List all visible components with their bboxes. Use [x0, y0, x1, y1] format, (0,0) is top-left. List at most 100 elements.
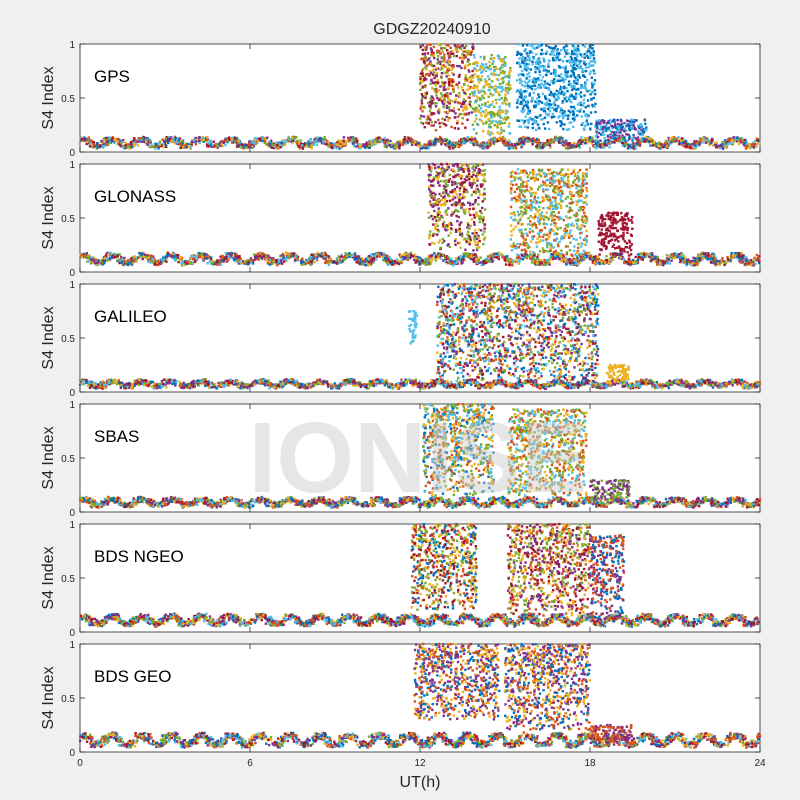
- data-point: [444, 88, 447, 91]
- data-point: [549, 92, 553, 95]
- data-point: [451, 80, 454, 83]
- data-point: [575, 92, 578, 95]
- data-point: [553, 46, 556, 50]
- data-point: [538, 141, 542, 145]
- data-point: [92, 142, 95, 145]
- data-point: [582, 74, 585, 77]
- data-point: [483, 110, 486, 114]
- data-point: [131, 263, 134, 267]
- data-point: [438, 125, 442, 129]
- data-point: [458, 113, 461, 116]
- data-point: [429, 60, 432, 63]
- data-point: [468, 103, 472, 106]
- data-point: [226, 252, 229, 255]
- data-point: [598, 143, 602, 146]
- data-point: [499, 126, 503, 130]
- data-point: [466, 84, 470, 87]
- data-point: [515, 101, 519, 105]
- data-point: [557, 116, 560, 119]
- data-point: [575, 55, 579, 58]
- data-point: [279, 146, 282, 149]
- data-point: [440, 72, 444, 75]
- data-point: [411, 139, 414, 142]
- data-point: [481, 110, 485, 113]
- data-point: [731, 256, 734, 260]
- data-point: [459, 47, 463, 50]
- data-point: [569, 93, 573, 96]
- data-point: [574, 48, 577, 52]
- data-point: [452, 64, 455, 68]
- data-point: [118, 143, 122, 147]
- data-point: [638, 131, 642, 134]
- data-point: [559, 85, 563, 89]
- data-point: [610, 124, 613, 127]
- data-point: [444, 139, 448, 143]
- data-point: [561, 136, 564, 140]
- data-point: [519, 100, 523, 104]
- data-point: [600, 142, 604, 145]
- data-point: [542, 52, 545, 55]
- data-point: [106, 259, 109, 262]
- data-point: [507, 139, 511, 142]
- data-point: [553, 68, 556, 72]
- data-point: [534, 65, 537, 69]
- data-point: [451, 145, 454, 148]
- data-point: [429, 118, 432, 122]
- data-point: [584, 113, 587, 116]
- data-point: [525, 77, 528, 80]
- data-point: [429, 47, 433, 50]
- data-point: [601, 130, 605, 133]
- data-point: [547, 70, 551, 73]
- data-point: [493, 137, 496, 141]
- data-point: [507, 88, 511, 92]
- data-point: [575, 50, 578, 53]
- data-point: [406, 136, 410, 139]
- data-point: [476, 88, 480, 92]
- data-point: [423, 143, 427, 147]
- data-point: [488, 260, 491, 263]
- data-point: [473, 84, 476, 87]
- data-point: [545, 70, 549, 74]
- data-point: [564, 50, 568, 53]
- data-point: [527, 80, 530, 84]
- data-point: [593, 82, 596, 85]
- data-point: [448, 139, 451, 143]
- data-point: [534, 88, 537, 91]
- data-point: [758, 140, 761, 144]
- data-point: [464, 126, 467, 129]
- data-point: [502, 71, 505, 75]
- data-point: [431, 68, 435, 72]
- data-point: [430, 52, 433, 56]
- data-point: [520, 90, 523, 94]
- data-point: [198, 140, 201, 143]
- data-point: [568, 98, 571, 101]
- data-point: [568, 114, 571, 117]
- data-point: [691, 146, 694, 150]
- data-point: [544, 95, 547, 98]
- data-point: [463, 107, 466, 111]
- data-point: [535, 140, 538, 144]
- data-point: [465, 54, 468, 57]
- data-point: [230, 136, 234, 140]
- data-point: [180, 261, 183, 265]
- data-point: [452, 109, 456, 113]
- data-point: [663, 145, 666, 149]
- data-point: [525, 52, 529, 55]
- data-point: [491, 62, 494, 65]
- data-point: [351, 139, 354, 143]
- data-point: [459, 139, 462, 143]
- data-point: [554, 45, 558, 48]
- data-point: [617, 125, 620, 129]
- data-point: [591, 64, 595, 67]
- data-point: [576, 64, 579, 67]
- data-point: [382, 141, 386, 144]
- data-point: [609, 136, 613, 139]
- data-point: [314, 139, 318, 142]
- data-point: [452, 87, 455, 91]
- data-point: [583, 142, 587, 145]
- data-point: [504, 61, 507, 64]
- data-point: [751, 143, 755, 146]
- data-point: [465, 79, 469, 82]
- data-point: [457, 81, 461, 84]
